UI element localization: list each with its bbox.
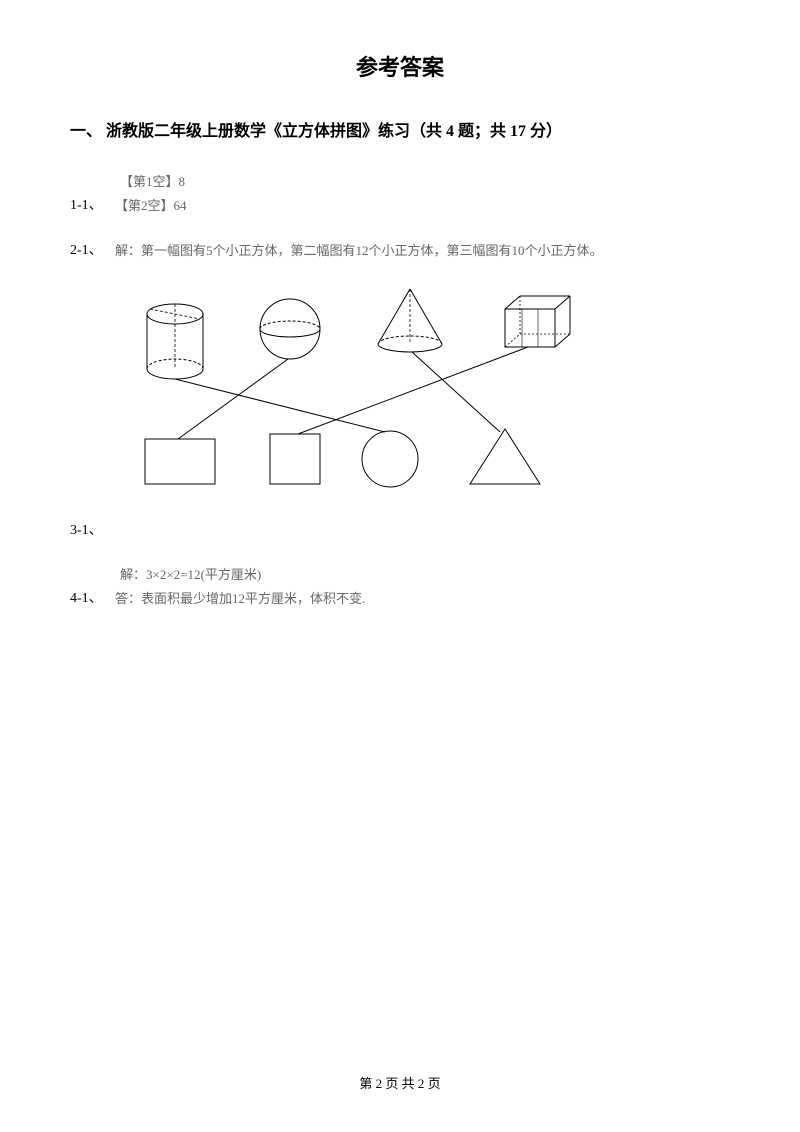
answer-q4: 解：3×2×2=12(平方厘米) 4-1、 答：表面积最少增加12平方厘米，体积…: [70, 564, 730, 607]
section-text: 浙教版二年级上册数学《立方体拼图》练习（共 4 题；共 17 分）: [106, 123, 562, 140]
matching-diagram-svg: [120, 284, 600, 504]
q2-number: 2-1、: [70, 239, 105, 259]
q2-text: 解：第一幅图有5个小正方体，第二幅图有12个小正方体，第三幅图有10个小正方体。: [115, 240, 603, 259]
answer-q1: 【第1空】8 1-1、 【第2空】64: [70, 171, 730, 214]
page-title: 参考答案: [70, 50, 730, 82]
answer-q2: 2-1、 解：第一幅图有5个小正方体，第二幅图有12个小正方体，第三幅图有10个…: [70, 239, 730, 259]
cuboid-shape: [505, 296, 570, 347]
q4-line1: 解：3×2×2=12(平方厘米): [120, 564, 730, 583]
cone-shape: [378, 289, 442, 352]
rectangle-shape: [145, 439, 215, 484]
page-footer: 第 2 页 共 2 页: [0, 1073, 800, 1092]
cylinder-shape: [147, 304, 203, 379]
q1-number: 1-1、: [70, 194, 105, 214]
match-line-4: [298, 347, 528, 434]
circle-shape: [362, 431, 418, 487]
q4-number: 4-1、: [70, 587, 105, 607]
q4-line2: 答：表面积最少增加12平方厘米，体积不变.: [115, 588, 365, 607]
match-line-1: [175, 379, 385, 432]
match-line-3: [412, 352, 500, 432]
shapes-diagram: [120, 284, 600, 504]
answer-q3: 3-1、: [70, 284, 730, 539]
section-header: 一、 浙教版二年级上册数学《立方体拼图》练习（共 4 题；共 17 分）: [70, 117, 730, 141]
q1-blank2: 【第2空】64: [115, 195, 187, 214]
section-number: 一、: [70, 123, 102, 140]
q3-number: 3-1、: [70, 519, 105, 539]
triangle-shape: [470, 429, 540, 484]
sphere-shape: [260, 299, 320, 359]
match-line-2: [178, 359, 288, 439]
square-shape: [270, 434, 320, 484]
q1-blank1: 【第1空】8: [120, 171, 730, 190]
